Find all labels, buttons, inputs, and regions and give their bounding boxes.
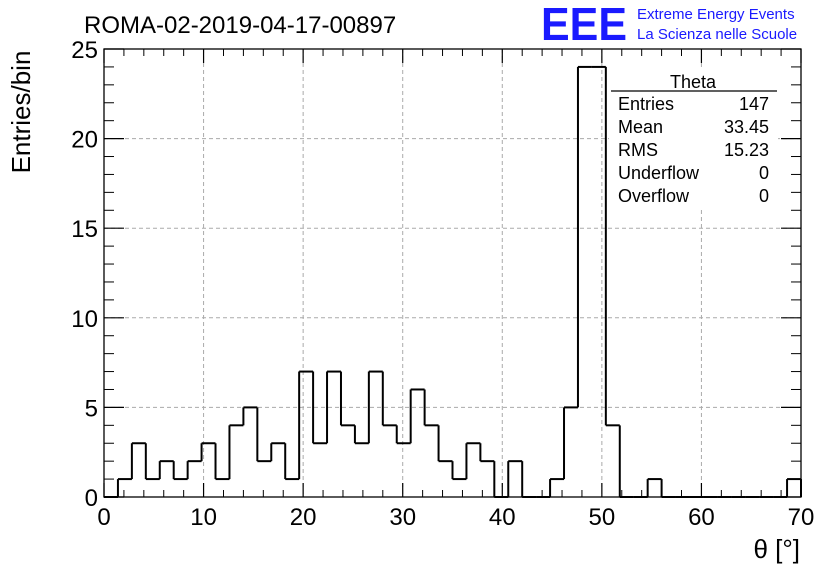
y-axis-label: Entries/bin <box>6 51 36 174</box>
x-tick-label: 20 <box>290 504 317 531</box>
y-tick-label: 20 <box>71 127 98 154</box>
grid <box>104 49 801 497</box>
x-tick-label: 30 <box>389 504 416 531</box>
stats-value-rms: 15.23 <box>724 140 769 160</box>
tick-labels: 0 10 20 30 40 50 60 70 0 5 10 15 20 25 <box>71 37 814 531</box>
eee-logo-mark: EEE <box>541 0 627 50</box>
stats-label-overflow: Overflow <box>618 186 690 206</box>
y-tick-label: 25 <box>71 37 98 64</box>
x-tick-label: 50 <box>589 504 616 531</box>
stats-title: Theta <box>670 72 717 92</box>
stats-value-underflow: 0 <box>759 163 769 183</box>
x-tick-label: 70 <box>788 504 815 531</box>
plot-frame <box>103 48 802 498</box>
stats-label-mean: Mean <box>618 117 663 137</box>
y-tick-label: 0 <box>85 485 98 512</box>
axis-ticks <box>103 48 802 498</box>
x-tick-label: 0 <box>97 504 110 531</box>
stats-label-underflow: Underflow <box>618 163 700 183</box>
stats-label-rms: RMS <box>618 140 658 160</box>
stats-box: Theta Entries 147 Mean 33.45 RMS 15.23 U… <box>609 70 778 210</box>
x-tick-label: 40 <box>489 504 516 531</box>
eee-logo: EEE Extreme Energy Events La Scienza nel… <box>541 0 797 50</box>
logo-line-1: Extreme Energy Events <box>637 6 795 23</box>
x-axis-label: θ [°] <box>753 534 800 564</box>
x-tick-label: 10 <box>190 504 217 531</box>
y-tick-label: 5 <box>85 395 98 422</box>
stats-value-overflow: 0 <box>759 186 769 206</box>
stats-box-bg <box>609 70 778 210</box>
stats-label-entries: Entries <box>618 94 674 114</box>
y-tick-label: 15 <box>71 216 98 243</box>
logo-line-2: La Scienza nelle Scuole <box>637 26 797 43</box>
y-tick-label: 10 <box>71 306 98 333</box>
chart-title: ROMA-02-2019-04-17-00897 <box>84 12 396 39</box>
stats-value-entries: 147 <box>739 94 769 114</box>
x-tick-label: 60 <box>688 504 715 531</box>
stats-value-mean: 33.45 <box>724 117 769 137</box>
